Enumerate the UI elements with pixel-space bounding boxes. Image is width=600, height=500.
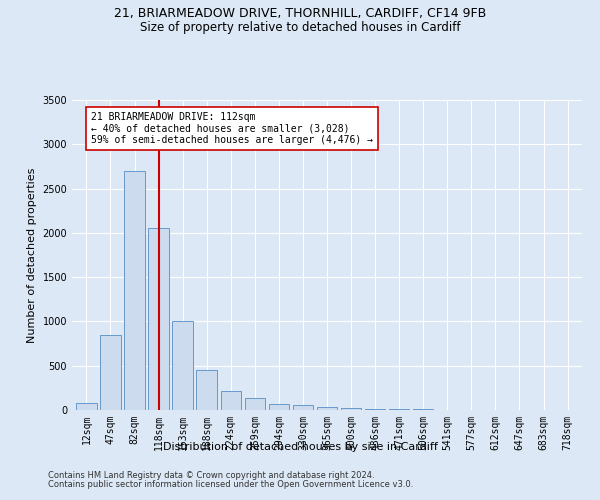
Bar xyxy=(341,408,361,410)
Bar xyxy=(196,370,217,410)
Bar xyxy=(389,409,409,410)
Bar xyxy=(221,392,241,410)
Bar xyxy=(245,398,265,410)
Bar xyxy=(293,405,313,410)
Bar xyxy=(269,404,289,410)
Text: Distribution of detached houses by size in Cardiff: Distribution of detached houses by size … xyxy=(163,442,437,452)
Text: Contains HM Land Registry data © Crown copyright and database right 2024.: Contains HM Land Registry data © Crown c… xyxy=(48,471,374,480)
Bar xyxy=(317,407,337,410)
Bar xyxy=(100,334,121,410)
Text: Size of property relative to detached houses in Cardiff: Size of property relative to detached ho… xyxy=(140,21,460,34)
Bar xyxy=(365,408,385,410)
Bar xyxy=(172,322,193,410)
Bar xyxy=(124,171,145,410)
Bar xyxy=(148,228,169,410)
Text: Contains public sector information licensed under the Open Government Licence v3: Contains public sector information licen… xyxy=(48,480,413,489)
Text: 21, BRIARMEADOW DRIVE, THORNHILL, CARDIFF, CF14 9FB: 21, BRIARMEADOW DRIVE, THORNHILL, CARDIF… xyxy=(114,8,486,20)
Bar xyxy=(76,404,97,410)
Y-axis label: Number of detached properties: Number of detached properties xyxy=(27,168,37,342)
Text: 21 BRIARMEADOW DRIVE: 112sqm
← 40% of detached houses are smaller (3,028)
59% of: 21 BRIARMEADOW DRIVE: 112sqm ← 40% of de… xyxy=(91,112,373,144)
